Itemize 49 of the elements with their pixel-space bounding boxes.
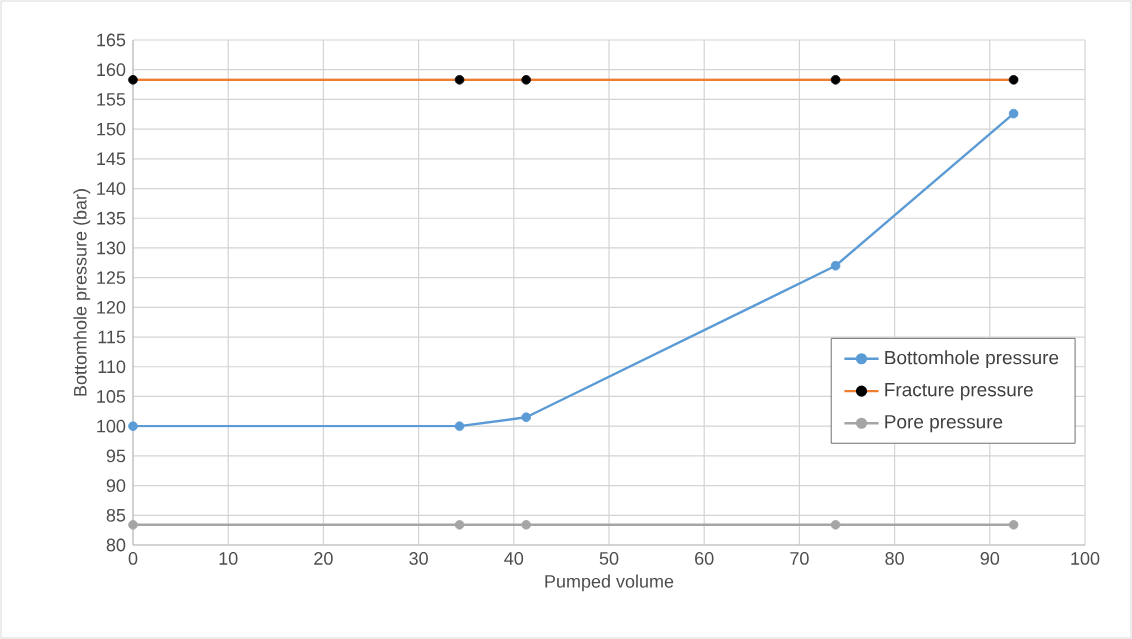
point bbox=[521, 412, 531, 423]
y-tick-label: 120 bbox=[97, 300, 126, 314]
y-tick-label: 150 bbox=[97, 122, 126, 136]
point bbox=[830, 260, 841, 271]
y-tick-label: 135 bbox=[97, 211, 126, 225]
x-tick-label: 20 bbox=[314, 552, 333, 565]
y-tick-label: 90 bbox=[106, 479, 126, 492]
y-tick-label: 110 bbox=[98, 360, 126, 374]
y-tick-label: 100 bbox=[97, 419, 126, 433]
point bbox=[1008, 108, 1019, 119]
y-tick-label: 160 bbox=[97, 63, 126, 77]
x-axis-title: Pumped volume bbox=[545, 574, 674, 592]
point bbox=[128, 75, 138, 85]
y-tick-label: 125 bbox=[97, 271, 126, 285]
y-tick-label: 155 bbox=[97, 93, 126, 106]
x-tick-label: 10 bbox=[219, 552, 238, 565]
legend-label: Bottomhole pressure bbox=[885, 350, 1059, 369]
point bbox=[454, 520, 465, 530]
point bbox=[521, 75, 531, 85]
y-tick-label: 145 bbox=[97, 152, 126, 166]
x-tick-label: 40 bbox=[504, 552, 524, 565]
y-tick-label: 165 bbox=[97, 33, 126, 47]
y-tick-label: 105 bbox=[97, 390, 126, 403]
y-tick-label: 140 bbox=[97, 182, 126, 195]
x-tick-label: 30 bbox=[409, 552, 428, 565]
y-axis-title: Bottomhole pressure (bar) bbox=[73, 189, 91, 396]
legend-label: Fracture pressure bbox=[885, 383, 1033, 401]
point bbox=[128, 520, 138, 530]
y-tick-label: 115 bbox=[98, 330, 126, 344]
point bbox=[1008, 75, 1019, 85]
point bbox=[830, 520, 841, 530]
point bbox=[830, 75, 841, 85]
legend-label: Pore pressure bbox=[885, 415, 1003, 433]
y-tick-label: 85 bbox=[106, 508, 126, 522]
point bbox=[128, 421, 138, 431]
point bbox=[521, 520, 531, 530]
point bbox=[1008, 520, 1019, 530]
y-tick-label: 130 bbox=[97, 241, 126, 255]
y-tick-label: 80 bbox=[106, 538, 126, 552]
x-tick-label: 90 bbox=[980, 552, 1000, 565]
x-tick-label: 100 bbox=[1071, 552, 1100, 565]
x-tick-label: 70 bbox=[790, 552, 809, 565]
point bbox=[454, 75, 465, 85]
x-tick-label: 60 bbox=[695, 552, 714, 565]
y-tick-label: 95 bbox=[106, 449, 126, 463]
point bbox=[454, 421, 465, 431]
x-tick-label: 80 bbox=[885, 552, 904, 565]
x-tick-label: 50 bbox=[599, 552, 619, 565]
x-tick-label: 0 bbox=[128, 552, 138, 565]
